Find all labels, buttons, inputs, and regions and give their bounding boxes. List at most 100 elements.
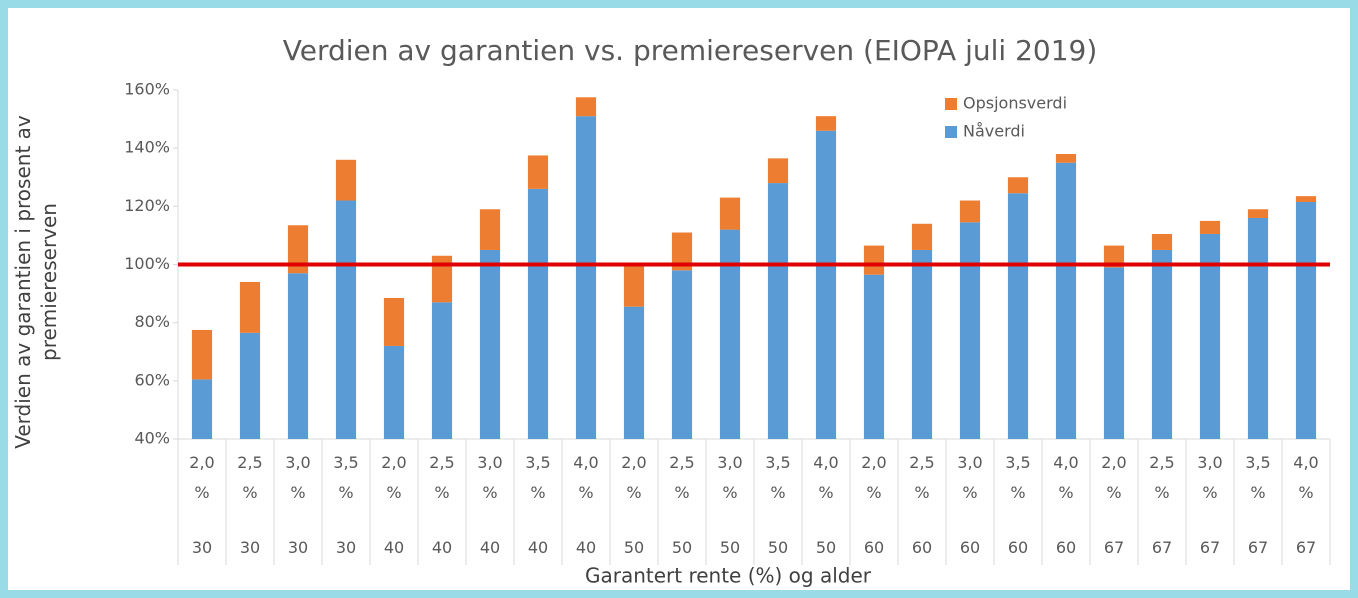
x-tick-label: 3,0 % xyxy=(1197,453,1223,502)
bar-segment xyxy=(1103,245,1125,268)
x-tick-label: 2,0 % xyxy=(621,453,647,502)
bar-segment xyxy=(1295,201,1317,439)
x-group-label: 40 xyxy=(479,538,501,557)
x-group-label: 50 xyxy=(719,538,741,557)
bar-segment xyxy=(767,158,789,184)
x-group-label: 60 xyxy=(1007,538,1029,557)
x-group-label: 40 xyxy=(575,538,597,557)
bar-segment xyxy=(1199,220,1221,234)
x-group-label: 50 xyxy=(671,538,693,557)
bar-segment xyxy=(335,159,357,201)
x-group-label: 67 xyxy=(1247,538,1269,557)
x-tick-label: 3,0 % xyxy=(957,453,983,502)
x-tick-label: 2,5 % xyxy=(1149,453,1175,502)
x-tick-label: 2,5 % xyxy=(669,453,695,502)
y-tick-label: 100% xyxy=(124,254,170,273)
x-tick-label: 3,5 % xyxy=(525,453,551,502)
bar-segment xyxy=(287,273,309,439)
bar-segment xyxy=(1151,249,1173,439)
x-group-label: 60 xyxy=(959,538,981,557)
x-group-label: 40 xyxy=(431,538,453,557)
bar-segment xyxy=(815,130,837,439)
x-group-label: 40 xyxy=(383,538,405,557)
bar-segment xyxy=(383,297,405,346)
legend-swatch xyxy=(945,126,957,138)
bar-segment xyxy=(671,232,693,271)
x-tick-label: 4,0 % xyxy=(573,453,599,502)
legend-label: Nåverdi xyxy=(963,122,1025,141)
x-group-label: 30 xyxy=(191,538,213,557)
bar-segment xyxy=(719,197,741,230)
bar-segment xyxy=(1295,196,1317,202)
bar-segment xyxy=(1151,233,1173,250)
x-tick-label: 3,5 % xyxy=(1245,453,1271,502)
chart-title: Verdien av garantien vs. premiereserven … xyxy=(283,34,1098,67)
bar-segment xyxy=(1247,209,1269,218)
bar-segment xyxy=(863,274,885,439)
bar-segment xyxy=(527,155,549,189)
y-tick-label: 120% xyxy=(124,196,170,215)
x-group-label: 30 xyxy=(335,538,357,557)
bar-segment xyxy=(575,116,597,440)
bar-segment xyxy=(527,188,549,439)
x-group-label: 40 xyxy=(527,538,549,557)
bar-segment xyxy=(623,306,645,439)
bar-segment xyxy=(1007,193,1029,439)
bar-segment xyxy=(191,329,213,380)
x-axis-title: Garantert rente (%) og alder xyxy=(585,564,872,588)
bar-segment xyxy=(1103,267,1125,439)
bar-segment xyxy=(1055,153,1077,163)
x-group-label: 50 xyxy=(815,538,837,557)
bar-segment xyxy=(287,225,309,274)
x-tick-label: 3,5 % xyxy=(333,453,359,502)
bar-segment xyxy=(1247,217,1269,439)
x-group-label: 67 xyxy=(1295,538,1317,557)
x-tick-label: 2,5 % xyxy=(429,453,455,502)
x-tick-label: 2,5 % xyxy=(237,453,263,502)
legend-swatch xyxy=(945,98,957,110)
x-tick-label: 2,0 % xyxy=(381,453,407,502)
bar-segment xyxy=(239,332,261,439)
y-tick-label: 160% xyxy=(124,80,170,99)
y-tick-label: 80% xyxy=(134,312,170,331)
x-tick-label: 4,0 % xyxy=(813,453,839,502)
bar-segment xyxy=(671,270,693,439)
x-group-label: 50 xyxy=(623,538,645,557)
x-group-label: 30 xyxy=(239,538,261,557)
x-tick-label: 2,0 % xyxy=(1101,453,1127,502)
bar-segment xyxy=(479,209,501,250)
y-axis-title: Verdien av garantien i prosent av premie… xyxy=(11,115,61,449)
x-group-label: 67 xyxy=(1199,538,1221,557)
x-group-label: 50 xyxy=(767,538,789,557)
bar-segment xyxy=(815,116,837,131)
bar-segment xyxy=(767,183,789,439)
bar-segment xyxy=(1199,233,1221,439)
x-tick-label: 3,5 % xyxy=(1005,453,1031,502)
bar-segment xyxy=(479,249,501,439)
x-group-label: 60 xyxy=(863,538,885,557)
x-group-label: 30 xyxy=(287,538,309,557)
x-tick-label: 3,5 % xyxy=(765,453,791,502)
bar-segment xyxy=(239,281,261,333)
bar-segment xyxy=(911,223,933,250)
x-group-label: 60 xyxy=(1055,538,1077,557)
bar-segment xyxy=(911,249,933,439)
x-tick-label: 3,0 % xyxy=(477,453,503,502)
bar-segment xyxy=(959,222,981,439)
bar-segment xyxy=(431,255,453,303)
bar-segment xyxy=(383,345,405,439)
x-tick-label: 4,0 % xyxy=(1053,453,1079,502)
y-tick-label: 60% xyxy=(134,370,170,389)
x-tick-label: 3,0 % xyxy=(285,453,311,502)
x-tick-label: 4,0 % xyxy=(1293,453,1319,502)
y-tick-label: 140% xyxy=(124,138,170,157)
bar-segment xyxy=(191,379,213,439)
y-tick-label: 40% xyxy=(134,429,170,448)
bar-segment xyxy=(1007,177,1029,194)
bar-segment xyxy=(623,264,645,307)
legend-label: Opsjonsverdi xyxy=(963,94,1067,113)
x-tick-label: 2,5 % xyxy=(909,453,935,502)
bar-segment xyxy=(335,200,357,439)
